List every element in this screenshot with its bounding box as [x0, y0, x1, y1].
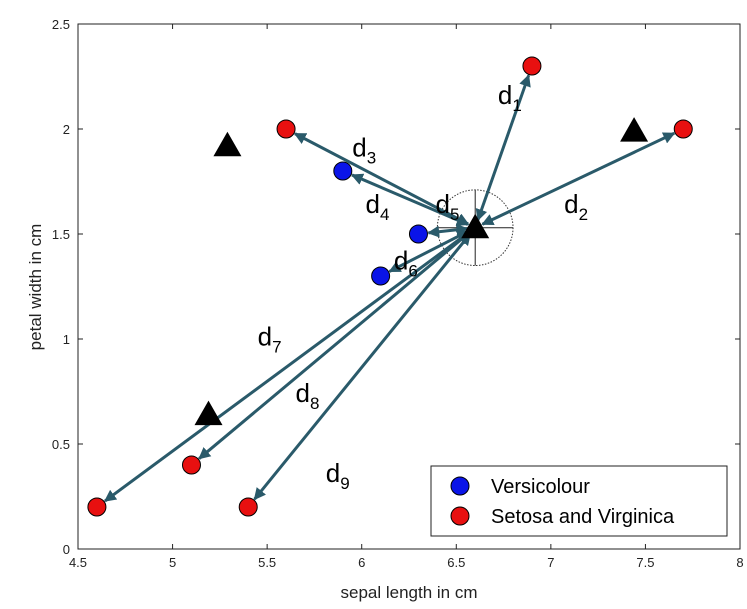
setosa-virginica-point [276, 119, 296, 139]
legend-label-setosa-virginica: Setosa and Virginica [491, 506, 675, 528]
x-tick-label: 5.5 [258, 555, 276, 570]
distance-labels: d1 d2 d3 d4 d5 d6 d7 d8 d9 [258, 80, 588, 493]
y-axis-label: petal width in cm [26, 224, 45, 351]
setosa-virginica-point [238, 497, 258, 517]
distance-arrow-d9 [253, 232, 472, 501]
legend-label-versicolour: Versicolour [491, 476, 590, 498]
distance-label-d1: d1 [498, 80, 522, 115]
y-tick-label: 1.5 [52, 227, 70, 242]
distance-label-d9: d9 [326, 458, 350, 493]
triangle-marker [620, 117, 649, 142]
x-tick-label: 7.5 [636, 555, 654, 570]
y-tick-label: 0.5 [52, 437, 70, 452]
legend-marker-versicolour [450, 476, 470, 496]
distance-label-d3: d3 [352, 132, 376, 167]
x-tick-label: 7 [547, 555, 554, 570]
x-tick-label: 5 [169, 555, 176, 570]
distance-label-d4: d4 [365, 189, 389, 224]
x-tick-label: 8 [736, 555, 743, 570]
versicolour-point [371, 266, 391, 286]
legend-box [430, 465, 728, 537]
y-tick-label: 2 [63, 122, 70, 137]
y-tick-label: 0 [63, 542, 70, 557]
y-tick-label: 1 [63, 332, 70, 347]
distance-arrow-d2 [481, 131, 676, 226]
legend: Versicolour Setosa and Virginica [430, 465, 728, 537]
query-triangle [461, 213, 490, 239]
data-points [87, 56, 693, 517]
setosa-virginica-point [673, 119, 693, 139]
axis-ticks: 4.5 5 5.5 6 6.5 7 7.5 8 0 0.5 1 1.5 2 2.5 [52, 17, 744, 570]
versicolour-point [333, 161, 353, 181]
versicolour-point [408, 224, 428, 244]
x-axis-label: sepal length in cm [340, 583, 477, 602]
distance-label-d5: d5 [435, 189, 459, 224]
triangle-marker [194, 400, 223, 426]
setosa-virginica-point [181, 455, 201, 475]
y-tick-label: 2.5 [52, 17, 70, 32]
distance-label-d6: d6 [394, 246, 418, 281]
distance-label-d7: d7 [258, 321, 282, 356]
distance-arrows [103, 74, 676, 503]
triangle-marker [213, 131, 242, 157]
setosa-virginica-point [87, 497, 107, 517]
distance-arrow-d4 [350, 173, 469, 226]
x-tick-label: 4.5 [69, 555, 87, 570]
legend-marker-setosa-virginica [450, 506, 470, 526]
setosa-virginica-point [522, 56, 542, 76]
distance-label-d8: d8 [296, 378, 320, 413]
x-tick-label: 6 [358, 555, 365, 570]
distance-label-d2: d2 [564, 189, 588, 224]
x-tick-label: 6.5 [447, 555, 465, 570]
